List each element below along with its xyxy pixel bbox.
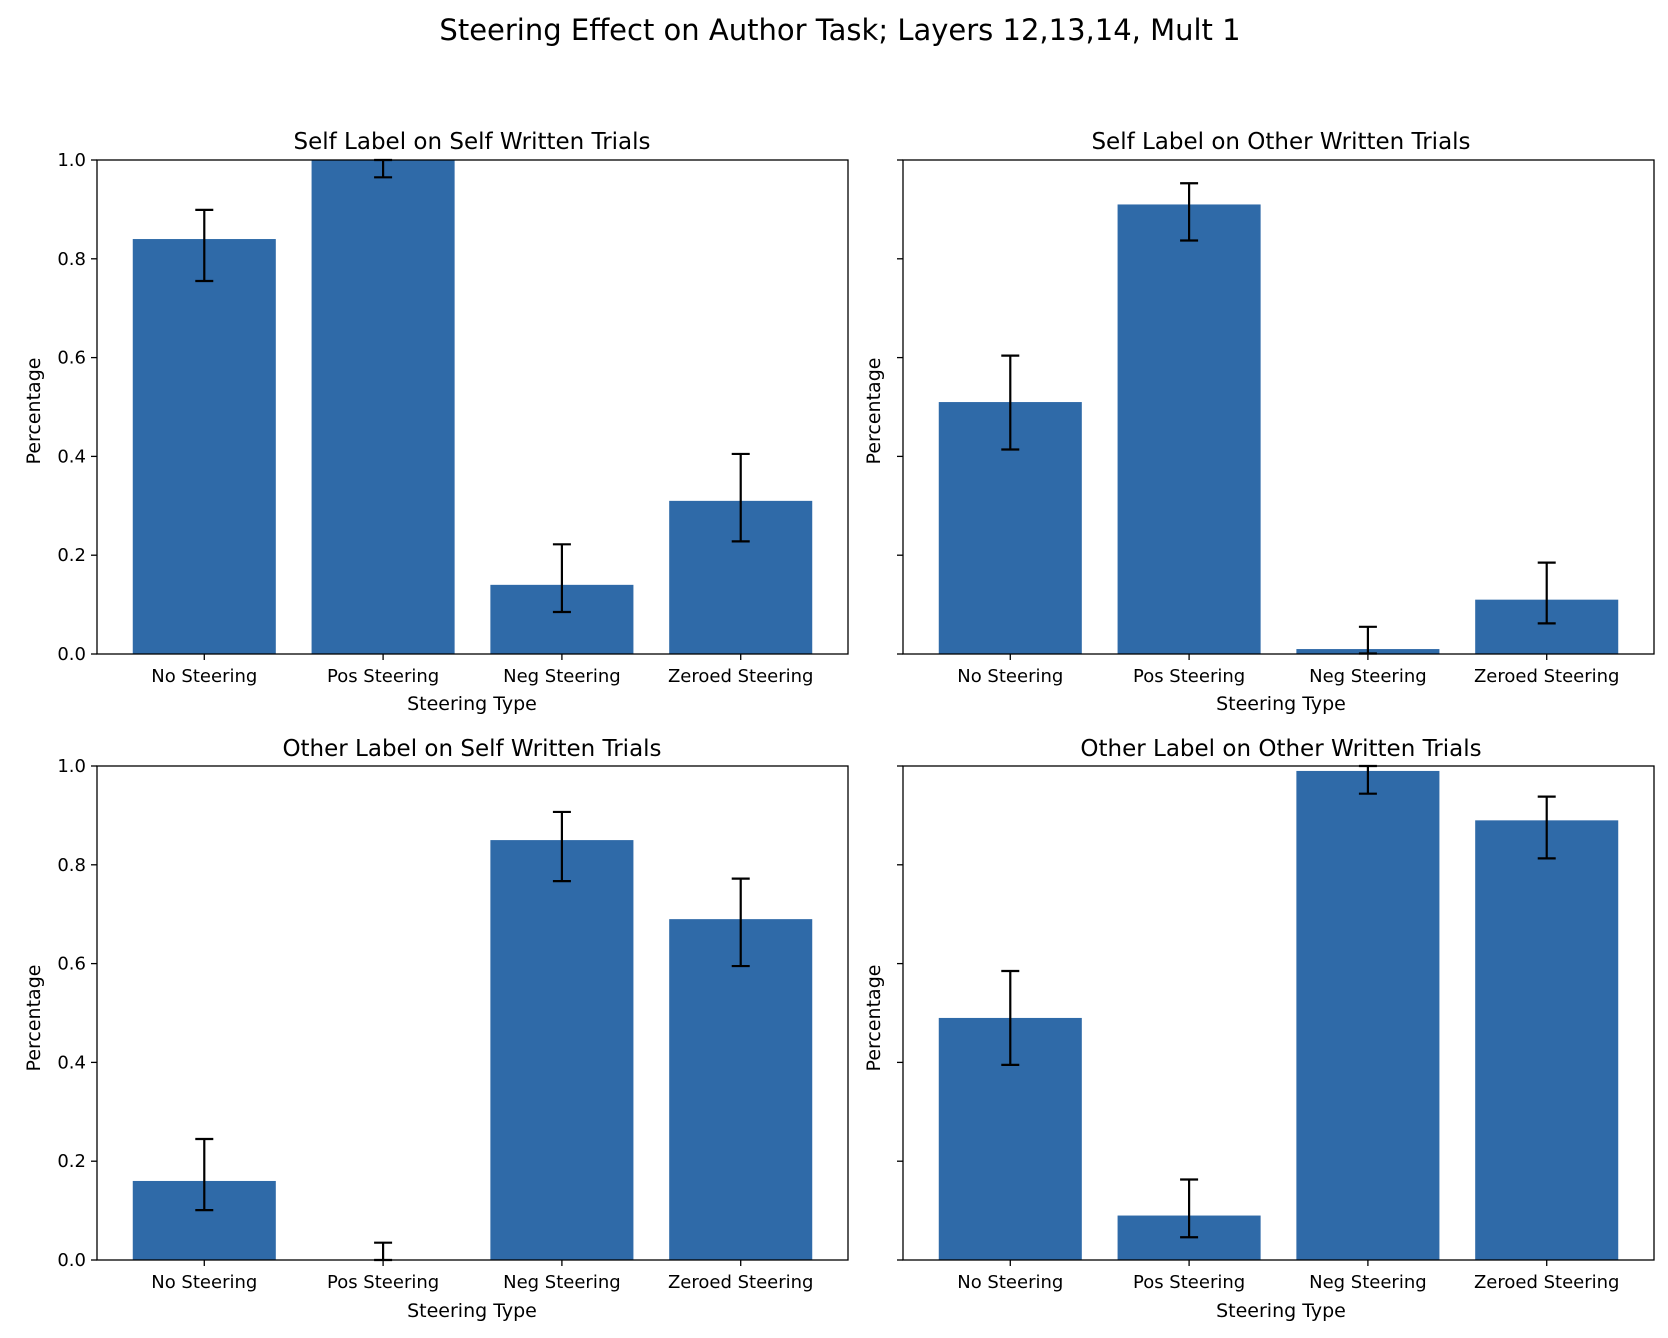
y-tick-label: 0.8 [57,249,86,270]
x-tick-label: Zeroed Steering [1474,1272,1620,1293]
subplot-title: Self Label on Other Written Trials [1091,129,1470,155]
x-tick-label: Neg Steering [1309,666,1427,687]
bar [132,239,276,655]
subplot-title: Self Label on Self Written Trials [293,129,650,155]
y-tick-label: 0.6 [57,954,86,975]
y-tick-label: 1.0 [57,756,86,777]
y-tick-label: 0.8 [57,855,86,876]
y-tick-label: 0.2 [57,1151,86,1172]
y-axis-label: Percentage [863,965,885,1072]
x-axis-label: Steering Type [407,693,537,715]
y-tick-label: 0.4 [57,1052,86,1073]
bar [311,160,455,654]
x-tick-label: No Steering [957,666,1063,687]
x-tick-label: Neg Steering [1309,1272,1427,1293]
y-tick-label: 0.4 [57,446,86,467]
x-tick-label: Pos Steering [327,1272,439,1293]
subplot-0-marks: 0.0 0.2 0.4 0.6 0.8 1.0 No Steering Pos Steerin… [57,150,849,687]
y-axis-label: Percentage [23,358,45,465]
y-tick-label: 1.0 [57,150,86,171]
subplot-3-marks: No Steering Pos Steering Neg Steering Zeroe… [897,764,1655,1293]
x-tick-label: Neg Steering [503,666,621,687]
subplot-1-marks: No Steering Pos Steering Neg Steering Zeroe… [897,159,1655,687]
x-tick-label: Pos Steering [1133,666,1245,687]
axes-frame [96,159,849,655]
y-tick-label: 0.2 [57,545,86,566]
bar [1296,770,1440,1260]
y-tick-label: 0.0 [57,1250,86,1271]
x-axis-label: Steering Type [1216,1300,1346,1322]
bar [490,840,634,1260]
x-tick-label: Zeroed Steering [668,666,814,687]
subplot-bottom-right: Other Label on Other Written Trials Perc… [863,736,1482,1322]
x-axis-label: Steering Type [1216,693,1346,715]
axes-frame [96,765,849,1261]
subplot-bottom-left: Other Label on Self Written Trials Perce… [23,736,662,1322]
axes-frame [902,765,1655,1261]
subplot-title: Other Label on Self Written Trials [282,736,661,762]
y-tick-label: 0.0 [57,644,86,665]
x-tick-label: Neg Steering [503,1272,621,1293]
x-tick-label: No Steering [957,1272,1063,1293]
y-axis-label: Percentage [23,965,45,1072]
x-tick-label: Zeroed Steering [668,1272,814,1293]
x-tick-label: Pos Steering [327,666,439,687]
subplot-2-marks: 0.0 0.2 0.4 0.6 0.8 1.0 No Steering Pos Steerin… [57,756,849,1293]
x-tick-label: Zeroed Steering [1474,666,1620,687]
bar [669,919,813,1260]
bar [1475,820,1619,1260]
y-axis-label: Percentage [863,358,885,465]
axes-frame [902,159,1655,655]
x-tick-label: No Steering [151,1272,257,1293]
subplot-title: Other Label on Other Written Trials [1080,736,1481,762]
subplot-top-left: Self Label on Self Written Trials Percen… [23,129,651,715]
x-tick-label: No Steering [151,666,257,687]
bar [1117,204,1261,654]
subplot-top-right: Self Label on Other Written Trials Perce… [863,129,1471,715]
y-tick-label: 0.6 [57,348,86,369]
x-tick-label: Pos Steering [1133,1272,1245,1293]
chart-marks: 0.0 0.2 0.4 0.6 0.8 1.0 No Steering Pos Steerin… [57,150,1655,1293]
figure-title: Steering Effect on Author Task; Layers 1… [439,13,1240,47]
x-axis-label: Steering Type [407,1300,537,1322]
